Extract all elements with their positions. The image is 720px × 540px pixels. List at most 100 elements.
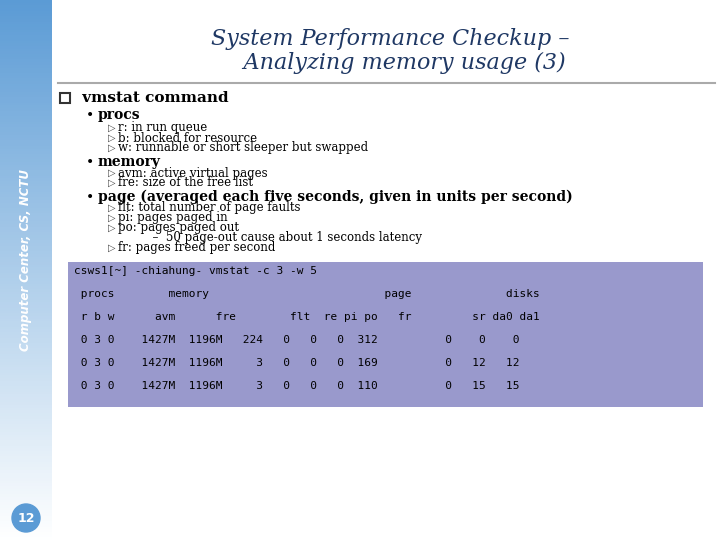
Bar	[0, 178, 52, 182]
Bar	[0, 446, 52, 449]
Text: ▷: ▷	[108, 203, 115, 213]
Bar	[0, 135, 52, 139]
Bar	[0, 310, 52, 314]
Bar	[0, 292, 52, 295]
Bar	[0, 143, 52, 147]
Bar	[68, 262, 703, 407]
Bar	[0, 297, 52, 301]
Bar	[0, 76, 52, 79]
Text: procs: procs	[98, 108, 140, 122]
Bar	[0, 535, 52, 538]
Bar	[0, 32, 52, 36]
Bar	[0, 151, 52, 155]
Bar	[0, 389, 52, 393]
Bar	[0, 497, 52, 501]
Bar	[0, 394, 52, 398]
Text: page (averaged each five seconds, given in units per second): page (averaged each five seconds, given …	[98, 190, 572, 204]
Bar	[0, 232, 52, 236]
Bar	[0, 51, 52, 55]
Bar	[0, 57, 52, 60]
Bar	[0, 362, 52, 366]
Text: r: in run queue: r: in run queue	[118, 122, 207, 134]
Bar	[0, 105, 52, 109]
Bar	[0, 432, 52, 436]
Bar	[0, 38, 52, 42]
Bar	[0, 108, 52, 112]
Bar	[0, 194, 52, 198]
Bar	[0, 94, 52, 98]
Bar	[0, 451, 52, 455]
Bar	[0, 537, 52, 540]
Text: csws1[~] -chiahung- vmstat -c 3 -w 5: csws1[~] -chiahung- vmstat -c 3 -w 5	[74, 266, 317, 276]
Bar	[0, 165, 52, 168]
Bar	[0, 11, 52, 15]
Bar	[0, 205, 52, 209]
Bar	[0, 308, 52, 312]
Bar	[0, 435, 52, 438]
Bar	[0, 472, 52, 476]
Bar	[0, 335, 52, 339]
Bar	[0, 383, 52, 387]
Bar	[0, 481, 52, 484]
Bar	[0, 19, 52, 23]
Bar	[0, 259, 52, 263]
Bar	[0, 246, 52, 249]
Bar	[0, 359, 52, 363]
Bar	[0, 467, 52, 471]
Bar	[0, 189, 52, 193]
Bar	[0, 132, 52, 136]
Bar	[0, 78, 52, 82]
Bar	[0, 262, 52, 266]
Bar	[0, 273, 52, 276]
Text: w: runnable or short sleeper but swapped: w: runnable or short sleeper but swapped	[118, 141, 368, 154]
Bar	[0, 294, 52, 298]
Bar	[0, 235, 52, 239]
Bar	[0, 5, 52, 9]
Bar	[0, 238, 52, 241]
Bar	[0, 410, 52, 414]
Bar	[0, 208, 52, 212]
Bar	[0, 302, 52, 306]
Bar	[0, 529, 52, 533]
Bar	[0, 416, 52, 420]
Bar	[0, 148, 52, 152]
Bar	[0, 14, 52, 17]
Bar	[0, 40, 52, 44]
Bar	[0, 16, 52, 20]
Bar	[0, 202, 52, 206]
Bar	[0, 256, 52, 260]
Text: fr: pages freed per second: fr: pages freed per second	[118, 241, 275, 254]
Text: pi: pages paged in: pi: pages paged in	[118, 212, 228, 225]
Bar	[0, 213, 52, 217]
Bar	[0, 227, 52, 231]
Bar	[0, 508, 52, 511]
Bar	[0, 200, 52, 204]
Bar	[0, 354, 52, 357]
Bar	[0, 159, 52, 163]
Bar	[0, 100, 52, 104]
Bar	[0, 405, 52, 409]
Text: 0 3 0    1427M  1196M     3   0   0   0  110          0   15   15: 0 3 0 1427M 1196M 3 0 0 0 110 0 15 15	[74, 381, 520, 391]
Bar	[0, 464, 52, 468]
Bar	[0, 413, 52, 417]
Bar	[0, 346, 52, 349]
Bar	[0, 440, 52, 444]
Text: ▷: ▷	[108, 178, 115, 188]
Bar	[0, 254, 52, 258]
Bar	[0, 224, 52, 228]
Bar	[0, 243, 52, 247]
Bar	[0, 319, 52, 322]
Bar	[0, 281, 52, 285]
Text: 0 3 0    1427M  1196M   224   0   0   0  312          0    0    0: 0 3 0 1427M 1196M 224 0 0 0 312 0 0 0	[74, 335, 520, 345]
Text: fre: size of the free list: fre: size of the free list	[118, 177, 253, 190]
Bar	[0, 62, 52, 66]
Text: ▷: ▷	[108, 243, 115, 253]
Bar	[0, 284, 52, 287]
Bar	[0, 184, 52, 187]
Text: Analyzing memory usage (3): Analyzing memory usage (3)	[215, 52, 565, 74]
Bar	[0, 221, 52, 225]
Text: vmstat command: vmstat command	[77, 91, 229, 105]
Text: ▷: ▷	[108, 143, 115, 153]
Bar	[0, 505, 52, 509]
Bar	[0, 173, 52, 177]
